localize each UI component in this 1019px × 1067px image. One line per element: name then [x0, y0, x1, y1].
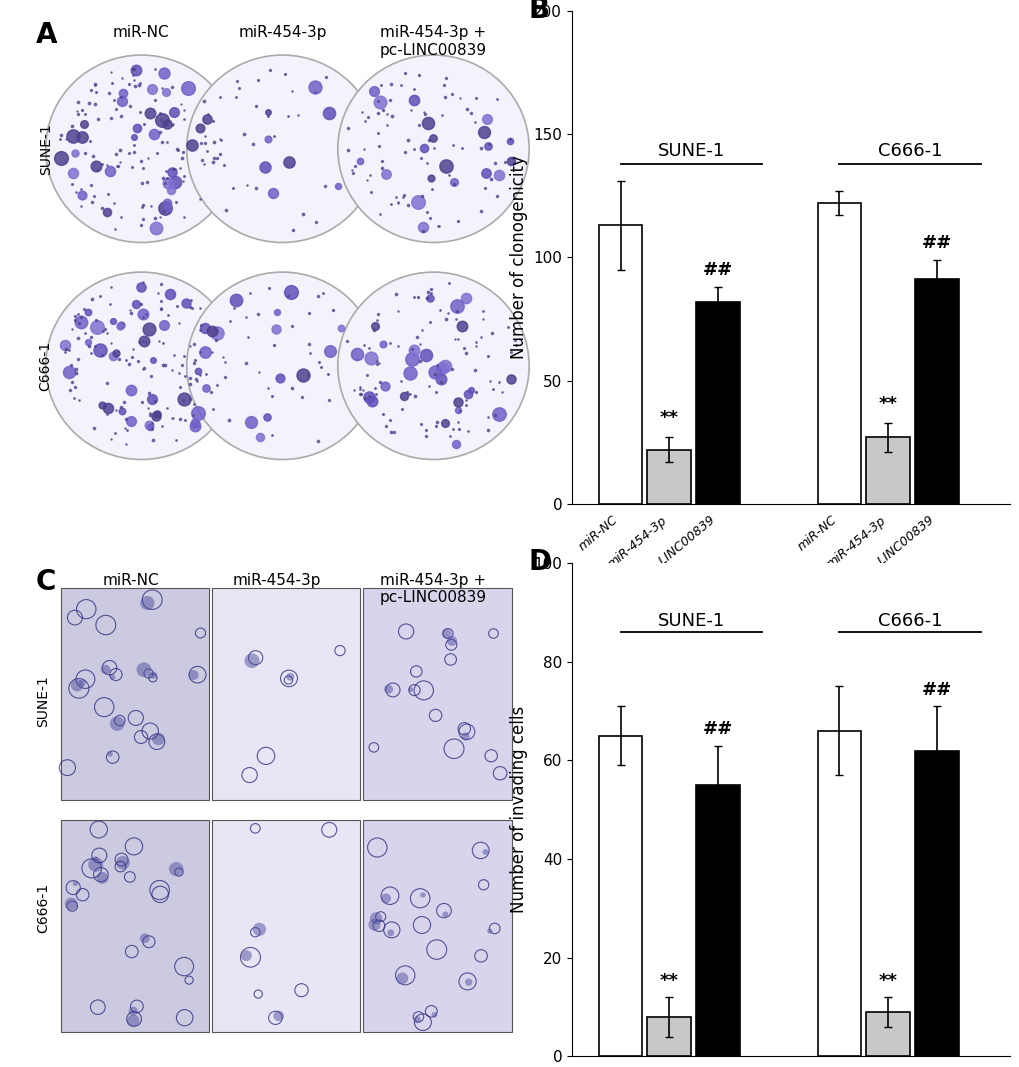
Circle shape [116, 856, 129, 870]
Text: SUNE-1: SUNE-1 [657, 611, 725, 630]
Circle shape [101, 665, 110, 674]
Circle shape [189, 670, 199, 680]
Y-axis label: Number of invading cells: Number of invading cells [510, 706, 527, 913]
Bar [61, 588, 209, 800]
Text: SUNE-1: SUNE-1 [36, 675, 50, 727]
Circle shape [370, 912, 382, 924]
Circle shape [414, 1016, 421, 1023]
Text: C666-1: C666-1 [36, 883, 50, 934]
Circle shape [46, 55, 236, 242]
Circle shape [381, 893, 390, 904]
Circle shape [128, 1006, 138, 1016]
Circle shape [93, 856, 98, 861]
Circle shape [446, 636, 457, 646]
Text: ##: ## [921, 235, 951, 253]
Circle shape [465, 978, 472, 986]
Circle shape [387, 929, 394, 936]
Circle shape [137, 663, 151, 676]
Text: **: ** [659, 410, 678, 428]
Circle shape [384, 685, 392, 694]
Bar [363, 588, 512, 800]
Circle shape [240, 950, 252, 961]
Text: A: A [36, 20, 57, 48]
Text: **: ** [877, 395, 897, 413]
Circle shape [461, 732, 470, 740]
Bar [647, 1017, 691, 1056]
Bar [61, 819, 209, 1032]
Circle shape [186, 55, 378, 242]
Text: miR-454-3p +
pc-LINC00839: miR-454-3p + pc-LINC00839 [379, 26, 487, 58]
Circle shape [245, 653, 259, 668]
Circle shape [273, 1010, 283, 1021]
Circle shape [408, 687, 413, 692]
Bar [817, 203, 861, 504]
Text: C: C [36, 568, 56, 596]
Bar [598, 736, 642, 1056]
Text: miR-454-3p: miR-454-3p [237, 26, 326, 41]
Circle shape [253, 923, 266, 936]
Circle shape [286, 672, 294, 681]
Bar [695, 302, 739, 504]
Circle shape [89, 857, 103, 872]
Bar [817, 731, 861, 1056]
Text: **: ** [659, 972, 678, 990]
Bar [865, 1012, 909, 1056]
Circle shape [78, 680, 86, 686]
Text: miR-454-3p +
pc-LINC00839: miR-454-3p + pc-LINC00839 [379, 573, 487, 605]
Circle shape [337, 272, 529, 460]
Bar [647, 449, 691, 504]
Circle shape [186, 272, 378, 460]
Y-axis label: Number of clonogenicity: Number of clonogenicity [510, 156, 527, 360]
Circle shape [396, 972, 408, 984]
Bar [914, 750, 958, 1056]
Text: miR-NC: miR-NC [103, 573, 160, 588]
Text: miR-454-3p: miR-454-3p [233, 573, 321, 588]
Text: ##: ## [921, 681, 951, 699]
Circle shape [482, 849, 488, 855]
Circle shape [337, 55, 529, 242]
Circle shape [487, 928, 492, 934]
Circle shape [169, 862, 183, 876]
Text: ##: ## [702, 261, 733, 280]
Circle shape [441, 628, 451, 638]
Circle shape [140, 934, 150, 943]
Text: C666-1: C666-1 [39, 340, 53, 391]
Text: B: B [528, 0, 548, 23]
Text: SUNE-1: SUNE-1 [39, 123, 53, 175]
Bar [212, 819, 360, 1032]
Circle shape [431, 1012, 437, 1018]
Text: miR-NC: miR-NC [113, 26, 169, 41]
Circle shape [150, 671, 157, 679]
Circle shape [72, 881, 77, 886]
Text: **: ** [877, 972, 897, 990]
Text: D: D [528, 548, 550, 576]
Circle shape [46, 272, 236, 460]
Bar [695, 785, 739, 1056]
Circle shape [141, 596, 155, 610]
Circle shape [420, 892, 425, 897]
Text: ##: ## [702, 720, 733, 738]
Text: C666-1: C666-1 [877, 611, 942, 630]
Circle shape [70, 679, 84, 691]
Circle shape [110, 716, 124, 731]
Circle shape [96, 872, 108, 883]
Circle shape [64, 897, 77, 910]
Text: C666-1: C666-1 [877, 142, 942, 160]
Circle shape [152, 733, 165, 746]
Bar [865, 437, 909, 504]
Bar [212, 588, 360, 800]
Bar [914, 280, 958, 504]
Bar [598, 225, 642, 504]
Text: SUNE-1: SUNE-1 [657, 142, 725, 160]
Bar [363, 819, 512, 1032]
Circle shape [126, 1015, 140, 1028]
Circle shape [108, 751, 113, 757]
Circle shape [442, 911, 448, 918]
Circle shape [368, 919, 380, 930]
Circle shape [110, 674, 115, 680]
